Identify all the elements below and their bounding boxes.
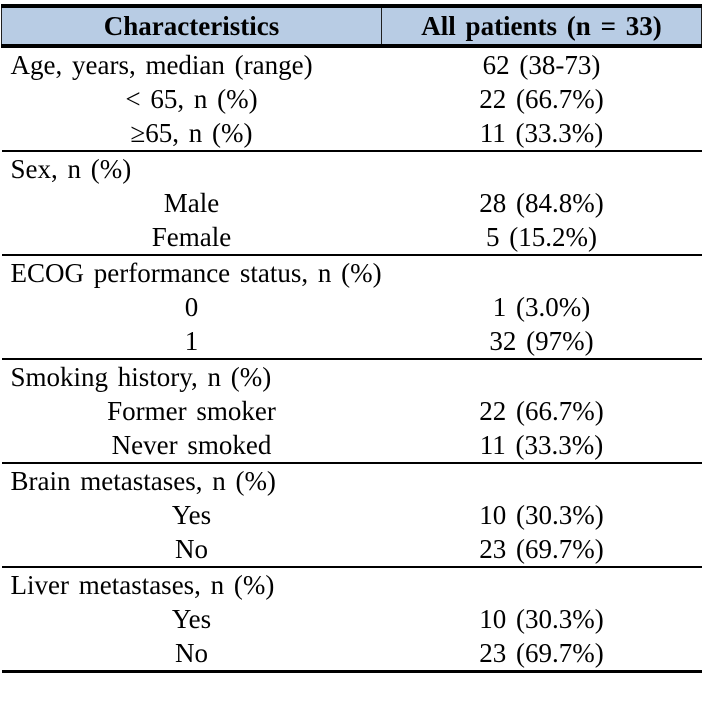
value-cell: [382, 463, 702, 498]
value-cell: [382, 567, 702, 602]
characteristic-cell: Yes: [171, 499, 212, 530]
characteristic-cell: Smoking history, n (%): [10, 361, 272, 392]
table-section: Age, years, median (range) 62 (38-73) < 65…: [2, 46, 702, 151]
table-row: No 23 (69.7%): [2, 636, 702, 672]
table-section: ECOG performance status, n (%) 0 1 (3.0%) 1…: [1, 255, 702, 359]
characteristic-cell: Female: [151, 221, 232, 252]
characteristic-cell: Sex, n (%): [10, 153, 132, 184]
value-cell: 1 (3.0%): [492, 291, 591, 322]
value-cell: 23 (69.7%): [479, 637, 604, 668]
characteristic-cell: Yes: [171, 603, 212, 634]
characteristic-cell: Age, years, median (range): [10, 49, 313, 80]
patient-characteristics-table: Characteristics All patients (n = 33) Ag…: [1, 4, 702, 673]
header-row: Characteristics All patients (n = 33): [1, 6, 702, 48]
table-row: Female 5 (15.2%): [2, 220, 702, 255]
table-row: 0 1 (3.0%): [2, 290, 702, 324]
table-row: Liver metastases, n (%): [2, 567, 702, 602]
header-all-patients: All patients (n = 33): [381, 6, 702, 48]
characteristic-cell: Male: [163, 187, 220, 218]
value-cell: 22 (66.7%): [479, 395, 604, 426]
table-row: Yes 10 (30.3%): [2, 602, 702, 636]
value-cell: [382, 151, 702, 186]
value-cell: 32 (97%): [489, 325, 594, 356]
table-row: < 65, n (%) 22 (66.7%): [2, 82, 702, 116]
characteristic-cell: 1: [184, 325, 199, 356]
table-section: Brain metastases, n (%) Yes 10 (30.3%) No 23…: [1, 463, 702, 567]
table-section: Liver metastases, n (%) Yes 10 (30.3%) No 23…: [1, 567, 702, 672]
table-row: Brain metastases, n (%): [2, 463, 702, 498]
table-row: Never smoked 11 (33.3%): [2, 428, 702, 463]
characteristic-cell: Liver metastases, n (%): [10, 569, 275, 600]
characteristic-cell: < 65, n (%): [125, 83, 258, 114]
table-section: Smoking history, n (%) Former smoker 22 (6…: [1, 359, 702, 463]
value-cell: 10 (30.3%): [479, 499, 604, 530]
characteristic-cell: ≥65, n (%): [130, 117, 253, 148]
table-row: Former smoker 22 (66.7%): [2, 394, 702, 428]
value-cell: [382, 255, 702, 290]
value-cell: 11 (33.3%): [479, 429, 604, 460]
table-figure: Characteristics All patients (n = 33) Ag…: [0, 4, 705, 701]
characteristic-cell: ECOG performance status, n (%): [10, 257, 382, 288]
header-characteristics: Characteristics: [1, 6, 382, 48]
table-row: No 23 (69.7%): [2, 532, 702, 567]
table-header: Characteristics All patients (n = 33): [1, 6, 702, 48]
characteristic-cell: 0: [184, 291, 199, 322]
table-row: Smoking history, n (%): [2, 359, 702, 394]
table-row: ≥65, n (%) 11 (33.3%): [2, 116, 702, 151]
value-cell: 11 (33.3%): [479, 117, 604, 148]
characteristic-cell: Former smoker: [107, 395, 276, 426]
characteristic-cell: No: [175, 533, 208, 564]
value-cell: [382, 359, 702, 394]
table-section: Sex, n (%) Male 28 (84.8%) Female 5 (15.2%): [1, 151, 702, 255]
value-cell: 10 (30.3%): [479, 603, 604, 634]
table-row: Yes 10 (30.3%): [2, 498, 702, 532]
table-row: ECOG performance status, n (%): [2, 255, 702, 290]
table-row: 1 32 (97%): [2, 324, 702, 359]
characteristic-cell: Never smoked: [111, 429, 272, 460]
table-row: Age, years, median (range) 62 (38-73): [2, 46, 702, 82]
value-cell: 28 (84.8%): [479, 187, 604, 218]
value-cell: 23 (69.7%): [479, 533, 604, 564]
characteristic-cell: Brain metastases, n (%): [10, 465, 276, 496]
table-row: Sex, n (%): [2, 151, 702, 186]
value-cell: 22 (66.7%): [479, 83, 604, 114]
table-row: Male 28 (84.8%): [2, 186, 702, 220]
value-cell: 62 (38-73): [482, 49, 601, 80]
value-cell: 5 (15.2%): [486, 221, 597, 252]
characteristic-cell: No: [175, 637, 208, 668]
